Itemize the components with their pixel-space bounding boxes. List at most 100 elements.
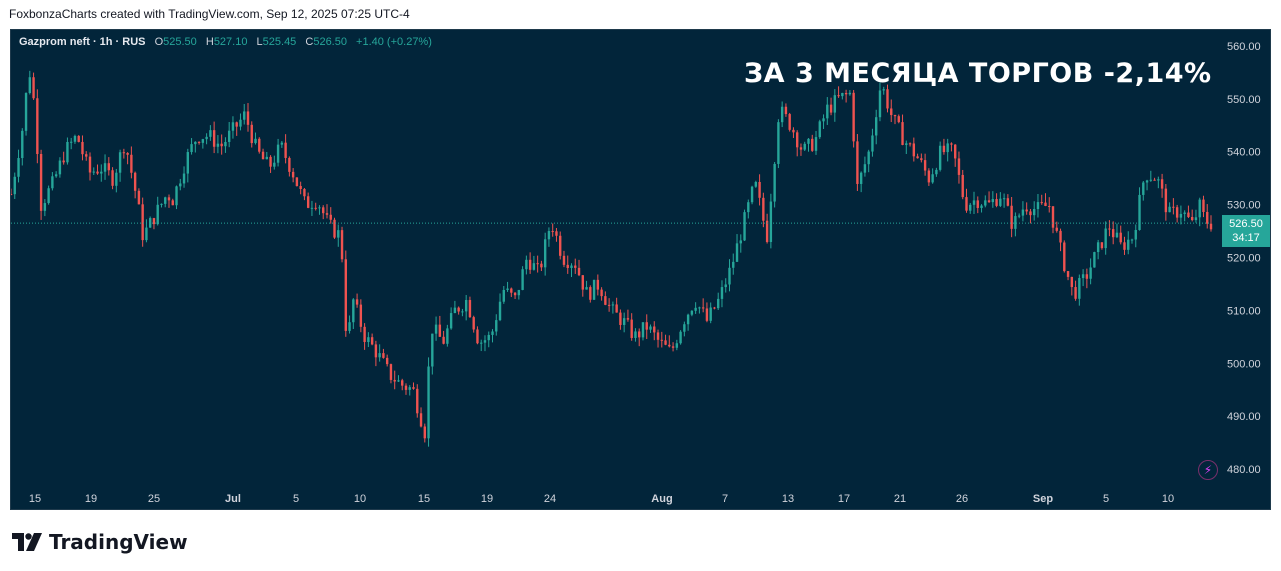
candle-body: [950, 143, 953, 145]
candle-body: [1051, 206, 1055, 228]
candle-body: [273, 162, 276, 167]
candle-body: [130, 154, 133, 173]
candle-body: [532, 263, 536, 270]
candle-body: [720, 287, 724, 299]
candle-body: [164, 197, 167, 204]
candle-body: [1059, 230, 1062, 243]
candle-body: [276, 144, 280, 163]
candle-body: [374, 344, 378, 358]
candle-body: [190, 144, 193, 153]
candle-body: [912, 143, 916, 157]
x-tick-label: 19: [481, 493, 493, 505]
candle-body: [1187, 212, 1190, 217]
y-tick-label: 510.00: [1227, 305, 1261, 317]
candle-body: [152, 218, 156, 225]
candle-body: [235, 122, 238, 127]
candle-body: [645, 322, 648, 330]
candle-body: [893, 115, 897, 117]
candle-body: [186, 152, 190, 174]
candle-body: [1074, 287, 1077, 299]
candle-body: [927, 170, 931, 183]
candle-body: [288, 157, 291, 172]
candle-body: [201, 139, 205, 143]
tradingview-wordmark: TradingView: [49, 530, 188, 554]
x-tick-label: 24: [544, 493, 556, 505]
last-price-value: 526.50: [1229, 218, 1263, 231]
candle-body: [54, 174, 58, 177]
candle-body: [935, 169, 938, 175]
candle-body: [1048, 205, 1051, 207]
candle-body: [224, 141, 227, 147]
candle-body: [671, 346, 675, 348]
candle-body: [957, 158, 961, 175]
candle-body: [908, 143, 912, 145]
x-tick-label: 26: [956, 493, 968, 505]
y-tick-label: 490.00: [1227, 411, 1261, 423]
candle-body: [551, 231, 554, 233]
candlestick-chart[interactable]: 560.00 550.00 540.00 530.00 520.00 510.00 500.…: [11, 30, 1271, 510]
candle-body: [133, 172, 137, 191]
candle-body: [175, 186, 178, 206]
candle-body: [212, 130, 216, 147]
candle-body: [709, 307, 712, 321]
candle-body: [513, 292, 517, 296]
candle-body: [728, 267, 731, 285]
candle-body: [566, 264, 569, 268]
candle-body: [464, 300, 468, 312]
candle-body: [762, 197, 765, 221]
legend-high-label: H: [205, 36, 214, 48]
candle-body: [96, 171, 99, 174]
candle-body: [100, 171, 103, 174]
candle-body: [619, 312, 622, 325]
tradingview-logo-icon: [12, 533, 42, 551]
candle-body: [972, 200, 976, 205]
candle-body: [209, 130, 212, 137]
candle-body: [792, 129, 795, 133]
candle-body: [980, 205, 983, 208]
candle-body: [799, 147, 803, 150]
candle-body: [329, 214, 332, 220]
candle-body: [686, 314, 690, 325]
lightning-bolt-icon[interactable]: ⚡: [1198, 460, 1218, 480]
candle-body: [1040, 202, 1043, 204]
candle-body: [442, 336, 445, 344]
candle-body: [1029, 211, 1032, 216]
candle-body: [1119, 232, 1122, 243]
candle-body: [701, 307, 705, 309]
tradingview-logo[interactable]: TradingView: [12, 530, 188, 554]
candle-body: [604, 296, 607, 305]
candle-body: [965, 197, 968, 211]
candle-body: [577, 267, 581, 276]
candle-body: [780, 106, 784, 123]
candle-body: [243, 111, 246, 120]
candle-body: [528, 259, 532, 270]
candle-body: [592, 279, 596, 300]
candle-body: [254, 138, 257, 144]
candle-body: [1010, 205, 1013, 229]
candle-body: [148, 218, 152, 228]
candle-body: [788, 114, 791, 130]
candle-body: [901, 122, 904, 145]
candle-body: [1036, 202, 1040, 210]
candle-body: [1206, 211, 1209, 224]
candle-body: [325, 213, 329, 215]
candle-body: [145, 227, 148, 241]
candle-body: [1025, 209, 1028, 212]
x-tick-label: 17: [838, 493, 850, 505]
candle-body: [291, 171, 295, 178]
legend-high-value: 527.10: [213, 36, 248, 48]
candle-body: [811, 138, 814, 151]
candle-body: [39, 153, 43, 211]
candle-body: [976, 200, 979, 208]
candle-body: [299, 186, 302, 190]
x-tick-label: 7: [722, 493, 728, 505]
candle-body: [17, 158, 20, 177]
candle-body: [920, 158, 923, 161]
candle-body: [423, 426, 426, 439]
candle-body: [51, 176, 54, 189]
x-tick-label: 15: [418, 493, 430, 505]
candle-body: [890, 108, 893, 116]
candle-body: [1164, 188, 1168, 213]
candle-body: [480, 342, 483, 344]
chart-panel[interactable]: 560.00 550.00 540.00 530.00 520.00 510.00 500.…: [10, 29, 1271, 510]
